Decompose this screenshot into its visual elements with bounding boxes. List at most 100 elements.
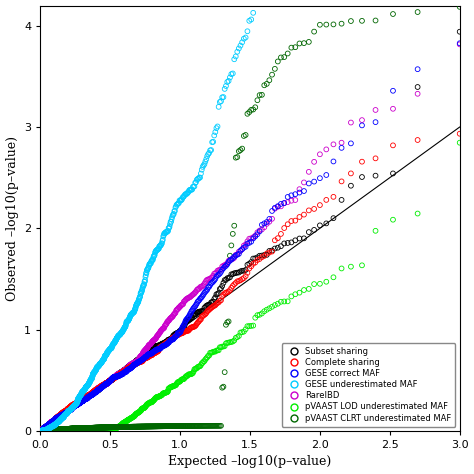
Point xyxy=(40,425,47,432)
Point xyxy=(129,362,137,369)
Point xyxy=(310,28,318,36)
Point xyxy=(64,407,72,414)
Point xyxy=(221,261,228,269)
Point xyxy=(104,348,112,356)
Point xyxy=(137,423,145,430)
Point xyxy=(189,422,197,430)
Point xyxy=(117,422,124,429)
Point xyxy=(144,354,151,362)
Point xyxy=(54,426,62,433)
Point xyxy=(85,393,92,401)
Point xyxy=(107,376,115,383)
Point xyxy=(44,425,52,433)
Point xyxy=(71,402,78,410)
Point xyxy=(211,422,219,429)
Point xyxy=(64,406,71,413)
Point xyxy=(92,387,100,395)
Point xyxy=(113,423,120,431)
Point xyxy=(66,406,73,414)
Point xyxy=(71,401,79,409)
Point xyxy=(215,289,222,297)
Point xyxy=(58,410,66,418)
Point xyxy=(115,332,123,339)
Point xyxy=(205,283,213,291)
Point xyxy=(77,425,85,433)
Point xyxy=(59,410,67,418)
Point xyxy=(50,418,57,425)
Point xyxy=(43,423,50,430)
Point xyxy=(122,365,130,373)
Point xyxy=(182,328,190,335)
Point xyxy=(86,391,94,399)
Point xyxy=(43,422,51,430)
Point xyxy=(274,234,282,242)
Point xyxy=(89,389,96,397)
Point xyxy=(43,423,50,430)
Point xyxy=(139,353,147,360)
Point xyxy=(125,362,133,370)
Point xyxy=(372,155,379,162)
Point xyxy=(127,364,135,372)
Point xyxy=(53,415,61,422)
Point xyxy=(93,388,100,395)
Point xyxy=(238,246,246,253)
Point xyxy=(50,426,58,434)
Point xyxy=(168,336,176,343)
Point xyxy=(49,426,57,434)
Point xyxy=(110,374,118,382)
Point xyxy=(126,361,134,369)
Point xyxy=(47,419,55,427)
Point xyxy=(64,405,72,413)
Point xyxy=(94,363,102,370)
Point xyxy=(167,383,175,391)
Point xyxy=(70,425,78,433)
Point xyxy=(85,425,93,432)
Point xyxy=(56,412,64,420)
Point xyxy=(52,420,60,428)
Point xyxy=(45,426,53,434)
Point xyxy=(94,386,102,393)
Point xyxy=(48,423,56,430)
Point xyxy=(90,389,98,397)
Point xyxy=(60,408,67,416)
Point xyxy=(42,426,50,434)
Point xyxy=(56,412,64,420)
Point xyxy=(70,402,78,410)
Point xyxy=(128,362,136,370)
Point xyxy=(85,391,93,399)
Point xyxy=(82,394,90,402)
Point xyxy=(50,417,57,425)
Point xyxy=(103,380,111,388)
Point xyxy=(119,327,127,334)
Point xyxy=(80,397,87,404)
Point xyxy=(89,424,97,431)
Point xyxy=(42,427,50,434)
Point xyxy=(46,419,54,427)
Point xyxy=(57,410,65,418)
Point xyxy=(50,422,57,429)
Point xyxy=(144,423,152,430)
Point xyxy=(116,331,124,338)
Point xyxy=(78,395,86,402)
Point xyxy=(95,386,102,394)
Point xyxy=(65,408,73,415)
Point xyxy=(81,395,88,402)
Point xyxy=(57,410,65,418)
Point xyxy=(322,278,330,285)
Point xyxy=(71,402,79,410)
Point xyxy=(42,423,49,431)
Point xyxy=(55,426,62,433)
Point xyxy=(110,374,118,381)
Point xyxy=(119,423,127,431)
Point xyxy=(39,427,46,435)
Point xyxy=(281,298,288,305)
Point xyxy=(60,409,68,417)
Point xyxy=(82,425,90,432)
Point xyxy=(102,381,109,388)
Point xyxy=(55,426,63,434)
Point xyxy=(46,420,53,428)
Point xyxy=(203,301,211,309)
Point xyxy=(83,425,91,432)
Point xyxy=(128,414,136,421)
Point xyxy=(130,423,137,430)
